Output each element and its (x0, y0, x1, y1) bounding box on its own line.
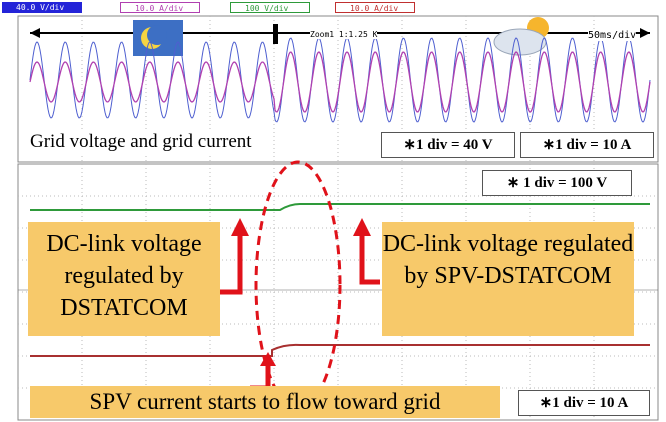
channel-label: 40.0 V/div (2, 2, 82, 13)
scale-box: ∗ 1 div = 100 V (482, 170, 632, 196)
channel-label: 10.0 A/div (335, 2, 415, 13)
channel-label: 10.0 A/div (120, 2, 200, 13)
caption: Grid voltage and grid current (30, 131, 252, 153)
scope-canvas (0, 0, 666, 422)
annotation-box: DC-link voltage regulated by DSTATCOM (28, 222, 220, 336)
timebase: 50ms/div (588, 30, 636, 41)
annotation-box: SPV current starts to flow toward grid (30, 386, 500, 418)
scale-box: ∗1 div = 40 V (381, 132, 515, 158)
channel-label: 100 V/div (230, 2, 310, 13)
zoom-label: Zoom1 1:1.25 K (310, 30, 377, 39)
oscilloscope-figure: 40.0 V/div 10.0 A/div 100 V/div 10.0 A/d… (0, 0, 666, 422)
scale-box: ∗1 div = 10 A (518, 390, 650, 416)
annotation-box: DC-link voltage regulated by SPV-DSTATCO… (382, 222, 634, 336)
scale-box: ∗1 div = 10 A (520, 132, 654, 158)
transition-marker (273, 24, 278, 44)
